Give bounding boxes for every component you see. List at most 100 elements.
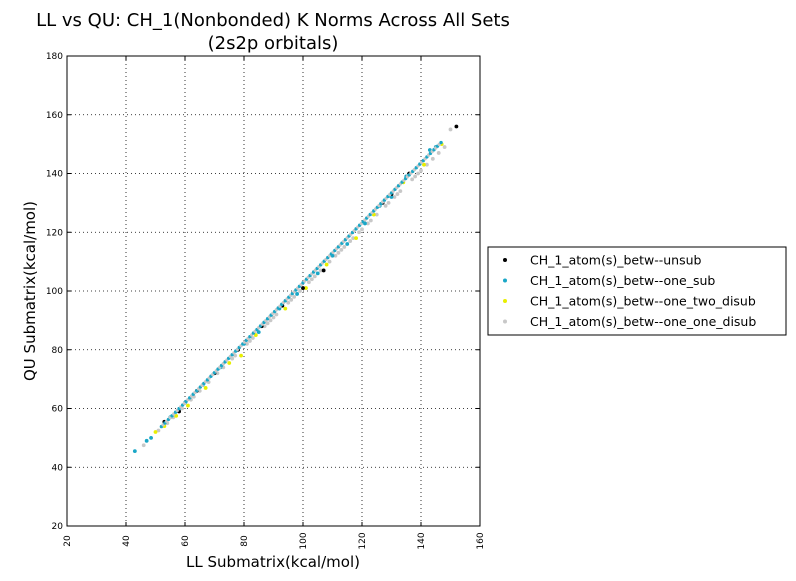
data-point (156, 428, 161, 433)
data-point (301, 286, 305, 290)
data-point (309, 277, 314, 282)
data-point (413, 174, 417, 179)
data-point (250, 336, 255, 340)
legend-marker (503, 299, 507, 303)
data-point (386, 200, 391, 205)
data-point (144, 438, 149, 443)
data-point (333, 253, 338, 258)
data-point (153, 430, 158, 434)
data-point (321, 268, 326, 273)
data-point (448, 127, 453, 132)
legend-entry: CH_1_atom(s)_betw--unsub (530, 253, 702, 268)
data-point (149, 435, 153, 440)
data-point (398, 189, 403, 194)
data-point (295, 292, 299, 296)
data-point (298, 289, 302, 293)
axis-ticks: 20 40 60 80 100 120 140 160 20 40 60 80 100 120 140 160… (46, 52, 486, 550)
legend-entry: CH_1_atom(s)_betw--one_sub (530, 273, 715, 288)
data-point (425, 162, 429, 167)
legend-entry: CH_1_atom(s)_betw--one_two_disub (530, 294, 756, 309)
data-point (283, 306, 288, 311)
data-point (383, 203, 388, 208)
data-point (312, 274, 317, 279)
legend-entry: CH_1_atom(s)_betw--one_one_disub (530, 314, 756, 329)
data-point (354, 236, 358, 241)
data-point (289, 297, 294, 302)
legend-marker (503, 258, 507, 262)
y-tick-label: 180 (46, 52, 63, 62)
data-point (419, 168, 423, 173)
y-tick-label: 140 (46, 170, 63, 180)
data-point (286, 300, 291, 305)
data-point (132, 449, 137, 453)
data-point (436, 151, 441, 155)
data-point (268, 318, 273, 323)
data-point (265, 321, 270, 326)
data-point (327, 259, 332, 264)
y-tick-label: 20 (52, 522, 64, 532)
grid-lines (67, 56, 480, 526)
data-point (366, 221, 370, 226)
data-point (336, 250, 341, 255)
y-tick-label: 160 (46, 111, 63, 121)
data-point (410, 177, 415, 182)
data-point (271, 315, 276, 320)
data-point (315, 271, 320, 276)
y-tick-label: 120 (46, 228, 63, 238)
data-point (239, 353, 243, 358)
data-point (442, 145, 447, 149)
x-tick-label: 80 (240, 535, 250, 547)
data-point (357, 230, 361, 235)
x-tick-label: 60 (181, 535, 191, 547)
x-tick-label: 120 (358, 532, 368, 549)
data-point (262, 324, 267, 329)
data-point (430, 156, 435, 161)
x-tick-label: 100 (299, 532, 309, 549)
y-axis-label: QU Submatrix(kcal/mol) (21, 201, 39, 381)
legend-box (487, 246, 787, 336)
chart-subtitle: (2s2p orbitals) (208, 33, 339, 54)
data-point (360, 227, 364, 232)
data-point (274, 312, 279, 317)
data-point (368, 218, 373, 223)
y-tick-label: 60 (52, 405, 64, 415)
y-tick-label: 80 (52, 346, 64, 356)
data-point (141, 443, 146, 448)
data-point (395, 192, 400, 196)
data-point (307, 280, 311, 285)
data-point (227, 361, 232, 365)
data-point (422, 162, 426, 167)
data-point (304, 286, 308, 290)
data-point (374, 212, 379, 217)
data-point (416, 171, 420, 176)
legend: CH_1_atom(s)_betw--unsub CH_1_atom(s)_bet… (487, 246, 787, 336)
data-point (292, 294, 297, 299)
x-tick-label: 160 (476, 532, 486, 549)
data-point (203, 386, 208, 390)
x-tick-label: 40 (122, 535, 132, 547)
data-point (324, 262, 329, 267)
data-point (339, 247, 344, 252)
y-tick-label: 100 (46, 287, 63, 297)
data-point (345, 242, 350, 246)
data-point (439, 140, 443, 145)
legend-marker (503, 319, 507, 324)
x-axis-label: LL Submatrix(kcal/mol) (186, 553, 360, 571)
data-point (318, 268, 323, 273)
x-tick-label: 20 (63, 535, 73, 547)
data-point (351, 236, 356, 241)
x-tick-label: 140 (417, 532, 427, 549)
data-point (253, 333, 258, 337)
data-point (186, 403, 190, 408)
chart-title: LL vs QU: CH_1(Nonbonded) K Norms Across… (36, 10, 510, 31)
data-point (342, 245, 347, 249)
data-point (348, 239, 353, 243)
plot-area-frame (66, 55, 481, 527)
data-point (392, 195, 397, 199)
y-tick-label: 40 (52, 463, 64, 473)
data-point (256, 330, 261, 335)
data-point (233, 353, 238, 358)
legend-marker (503, 278, 507, 283)
data-points (132, 124, 459, 453)
